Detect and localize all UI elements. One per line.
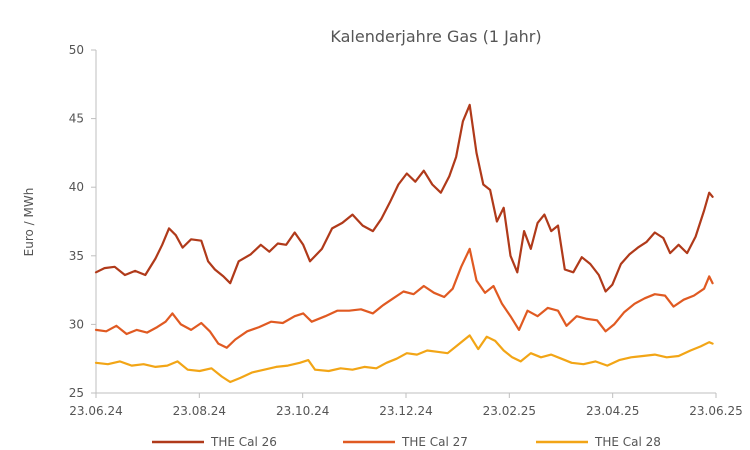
series-line-2: [94, 247, 714, 349]
chart-title: Kalenderjahre Gas (1 Jahr): [330, 27, 541, 46]
series-line-3: [94, 334, 714, 384]
x-tick-label: 23.12.24: [379, 404, 432, 418]
y-tick-label: 45: [69, 112, 84, 126]
y-tick-label: 40: [69, 180, 84, 194]
legend-label: THE Cal 27: [401, 435, 468, 449]
series-line-1: [94, 103, 714, 293]
legend: THE Cal 26 THE Cal 27 THE Cal 28: [152, 435, 661, 449]
legend-label: THE Cal 28: [594, 435, 661, 449]
x-tick-label: 23.06.24: [69, 404, 122, 418]
x-tick-label: 23.02.25: [483, 404, 536, 418]
series-layer: [94, 103, 714, 384]
y-tick-label: 35: [69, 249, 84, 263]
y-tick-label: 25: [69, 386, 84, 400]
y-tick-label: 30: [69, 317, 84, 331]
legend-label: THE Cal 26: [210, 435, 277, 449]
y-axis-label: Euro / MWh: [22, 188, 36, 257]
x-tick-label: 23.08.24: [173, 404, 226, 418]
x-tick-label: 23.10.24: [276, 404, 329, 418]
axes: 25 30 35 40 45 50 23.06.24 23.08.24 23.10.24 23.1…: [69, 43, 743, 418]
x-tick-label: 23.04.25: [586, 404, 639, 418]
x-tick-label: 23.06.25: [689, 404, 742, 418]
y-tick-label: 50: [69, 43, 84, 57]
